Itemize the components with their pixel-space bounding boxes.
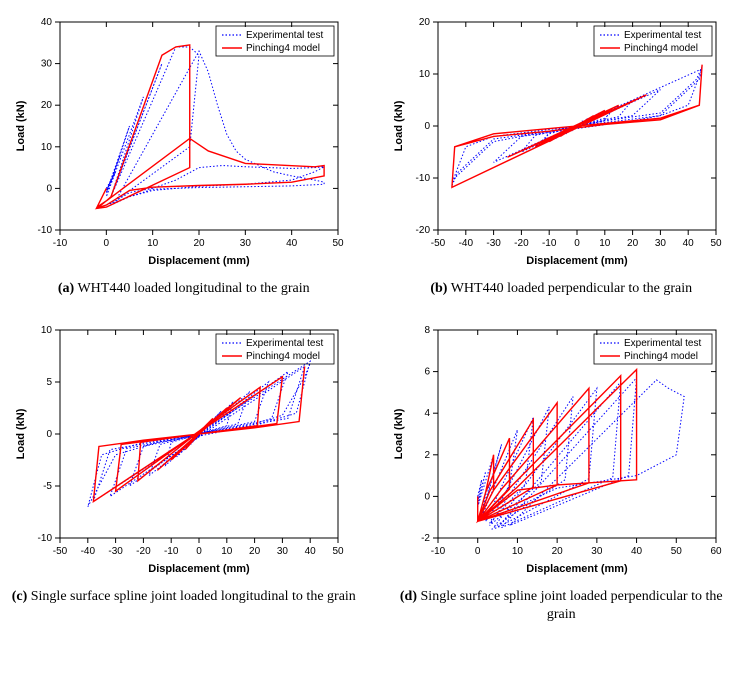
svg-text:40: 40 — [41, 17, 53, 28]
svg-text:8: 8 — [424, 325, 430, 336]
svg-text:Load (kN): Load (kN) — [393, 408, 405, 459]
svg-text:30: 30 — [277, 546, 289, 557]
chart-b: -50 -40 -30 -20 -10 0 10 20 30 40 50 -20 -10 0 10 20 Dis… — [388, 10, 736, 270]
svg-text:Experimental test: Experimental test — [624, 338, 701, 349]
svg-text:50: 50 — [332, 546, 344, 557]
svg-text:-10: -10 — [38, 533, 53, 544]
svg-text:Displacement (mm): Displacement (mm) — [526, 255, 628, 267]
svg-text:60: 60 — [710, 546, 722, 557]
svg-text:-10: -10 — [164, 546, 179, 557]
svg-text:0: 0 — [46, 429, 52, 440]
svg-text:20: 20 — [418, 17, 430, 28]
svg-text:10: 10 — [418, 69, 430, 80]
svg-text:30: 30 — [240, 238, 252, 249]
svg-text:50: 50 — [710, 238, 722, 249]
svg-text:-50: -50 — [53, 546, 68, 557]
svg-text:50: 50 — [670, 546, 682, 557]
svg-text:-2: -2 — [421, 533, 430, 544]
svg-text:5: 5 — [46, 377, 52, 388]
svg-text:-30: -30 — [486, 238, 501, 249]
svg-text:Experimental test: Experimental test — [624, 30, 701, 41]
svg-text:Experimental test: Experimental test — [246, 30, 323, 41]
figure-grid: -1001020304050-10010203040Displacement (… — [10, 10, 735, 639]
svg-text:Displacement (mm): Displacement (mm) — [526, 563, 628, 575]
svg-text:-50: -50 — [430, 238, 445, 249]
svg-text:-10: -10 — [430, 546, 445, 557]
svg-text:50: 50 — [332, 238, 344, 249]
svg-text:Pinching4 model: Pinching4 model — [624, 43, 698, 54]
svg-text:20: 20 — [249, 546, 261, 557]
caption-b: (b) WHT440 loaded perpendicular to the g… — [388, 276, 736, 312]
svg-text:-10: -10 — [541, 238, 556, 249]
svg-text:-20: -20 — [136, 546, 151, 557]
svg-text:10: 10 — [221, 546, 233, 557]
svg-text:-20: -20 — [514, 238, 529, 249]
svg-text:10: 10 — [41, 325, 53, 336]
svg-text:40: 40 — [682, 238, 694, 249]
svg-text:20: 20 — [551, 546, 563, 557]
svg-text:20: 20 — [41, 100, 53, 111]
svg-text:10: 10 — [511, 546, 523, 557]
svg-text:20: 20 — [193, 238, 205, 249]
svg-text:40: 40 — [305, 546, 317, 557]
svg-text:20: 20 — [627, 238, 639, 249]
svg-text:-10: -10 — [38, 225, 53, 236]
svg-text:Load (kN): Load (kN) — [15, 100, 27, 151]
svg-text:Load (kN): Load (kN) — [393, 100, 405, 151]
svg-text:4: 4 — [424, 408, 430, 419]
caption-c: (c) Single surface spline joint loaded l… — [10, 584, 358, 638]
svg-text:0: 0 — [104, 238, 110, 249]
svg-text:-5: -5 — [43, 481, 52, 492]
svg-text:30: 30 — [591, 546, 603, 557]
svg-text:-30: -30 — [108, 546, 123, 557]
svg-text:0: 0 — [574, 238, 580, 249]
svg-text:0: 0 — [474, 546, 480, 557]
svg-text:40: 40 — [631, 546, 643, 557]
svg-text:-40: -40 — [458, 238, 473, 249]
svg-text:Pinching4 model: Pinching4 model — [246, 43, 320, 54]
svg-text:-20: -20 — [415, 225, 430, 236]
svg-text:Displacement (mm): Displacement (mm) — [148, 255, 250, 267]
caption-d: (d) Single surface spline joint loaded p… — [388, 584, 736, 638]
svg-text:10: 10 — [147, 238, 159, 249]
svg-text:10: 10 — [41, 142, 53, 153]
svg-text:40: 40 — [286, 238, 298, 249]
svg-text:Displacement (mm): Displacement (mm) — [148, 563, 250, 575]
svg-text:-10: -10 — [415, 173, 430, 184]
svg-text:Pinching4 model: Pinching4 model — [246, 351, 320, 362]
svg-text:2: 2 — [424, 450, 430, 461]
svg-text:0: 0 — [424, 121, 430, 132]
svg-text:Load (kN): Load (kN) — [15, 408, 27, 459]
svg-text:0: 0 — [196, 546, 202, 557]
svg-text:0: 0 — [46, 183, 52, 194]
svg-text:30: 30 — [41, 59, 53, 70]
svg-text:0: 0 — [424, 492, 430, 503]
svg-text:10: 10 — [599, 238, 611, 249]
svg-text:-10: -10 — [53, 238, 68, 249]
caption-a: (a) WHT440 loaded longitudinal to the gr… — [10, 276, 358, 312]
chart-c: -50-40-30-20-1001020304050-10-50510Displ… — [10, 318, 358, 578]
svg-text:30: 30 — [654, 238, 666, 249]
svg-text:Experimental test: Experimental test — [246, 338, 323, 349]
svg-text:6: 6 — [424, 367, 430, 378]
svg-text:-40: -40 — [81, 546, 96, 557]
svg-text:Pinching4 model: Pinching4 model — [624, 351, 698, 362]
chart-a: -10 0 10 20 30 40 50 -10 0 10 20 30 40 Displacement (… — [10, 10, 358, 270]
chart-d: -10 0 10 20 30 40 50 60 -2 0 2 4 6 8 Displacement (mm)… — [388, 318, 736, 578]
